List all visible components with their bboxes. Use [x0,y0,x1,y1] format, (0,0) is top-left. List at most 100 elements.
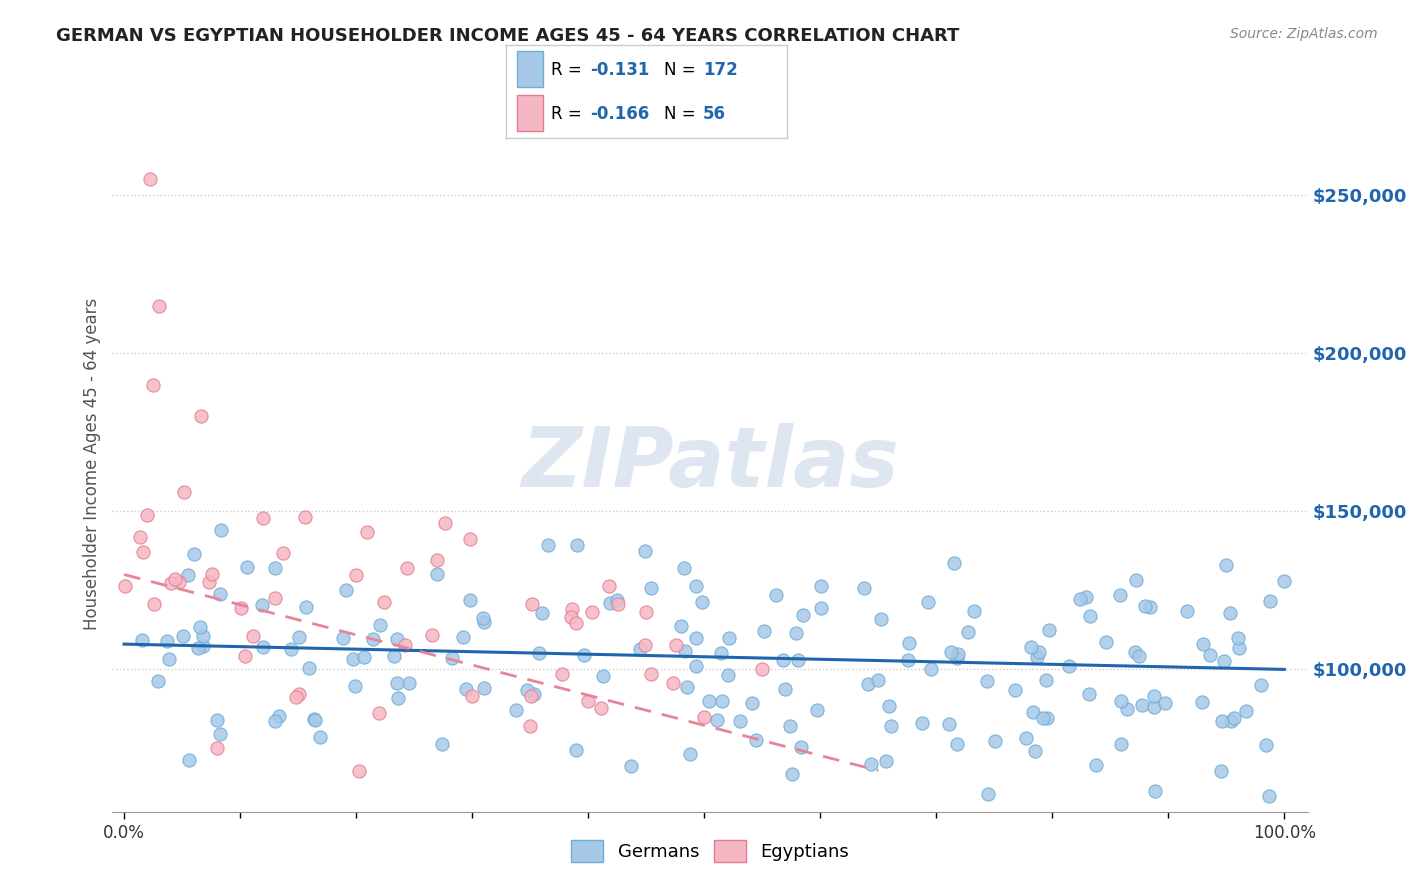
Point [142,598,165,612]
Point [420,628,443,642]
Point [205,714,228,728]
Point [114,579,136,593]
Point [520,690,543,704]
Point [373,595,395,609]
Point [236,560,259,574]
Point [1215,558,1237,572]
Point [920,662,942,676]
Point [897,653,920,667]
Point [537,538,560,552]
Point [458,593,481,607]
Point [561,602,583,616]
Point [728,714,751,728]
Point [1109,737,1132,751]
Point [1250,678,1272,692]
Point [302,712,325,726]
Point [191,629,214,643]
Point [699,693,721,707]
Point [426,552,449,566]
Point [599,596,621,610]
Point [636,606,658,620]
Point [1143,700,1166,714]
Point [607,597,630,611]
Point [250,599,273,613]
Point [706,713,728,727]
Point [252,640,274,655]
Point [875,755,897,769]
Point [177,568,200,582]
Point [394,638,416,652]
Point [673,561,696,575]
Point [1035,673,1057,687]
Point [367,706,389,721]
Text: Source: ZipAtlas.com: Source: ZipAtlas.com [1230,27,1378,41]
Point [284,690,307,704]
Point [1227,631,1250,645]
Point [344,567,367,582]
Point [1175,603,1198,617]
Point [856,676,879,690]
Point [209,727,232,741]
Point [806,703,828,717]
Point [957,624,980,639]
Point [634,544,657,558]
Point [1143,784,1166,798]
Point [382,648,405,663]
Point [1109,588,1132,602]
Point [264,591,287,605]
Point [516,683,538,698]
Point [426,566,449,581]
Point [780,767,803,781]
Point [269,709,291,723]
FancyBboxPatch shape [517,51,543,87]
Point [387,675,409,690]
Point [1026,649,1049,664]
Point [898,636,921,650]
Text: 172: 172 [703,61,738,78]
Point [361,632,384,646]
Point [1085,758,1108,772]
Point [1256,739,1278,753]
Point [941,644,963,658]
Point [368,617,391,632]
Point [173,485,195,500]
Point [264,561,287,575]
Point [789,739,811,754]
Point [190,409,212,424]
Point [187,640,209,655]
Point [1077,687,1099,701]
Point [205,741,228,756]
Point [347,764,370,779]
Point [576,694,599,708]
Point [976,673,998,688]
Point [129,530,152,544]
Point [295,599,318,614]
Point [461,689,484,703]
Point [201,566,224,581]
Point [264,714,287,728]
Point [1139,599,1161,614]
Point [946,651,969,665]
Point [1143,689,1166,703]
Text: 56: 56 [703,105,725,123]
Point [581,605,603,619]
Point [676,680,699,694]
Point [773,682,796,697]
Point [1128,648,1150,663]
Point [1038,623,1060,637]
Point [172,629,194,643]
Point [1032,711,1054,725]
Point [572,648,595,663]
Point [531,607,554,621]
Point [433,516,456,530]
Point [565,538,588,552]
Point [685,632,707,646]
Point [343,679,366,693]
Point [471,611,494,625]
Point [1133,599,1156,614]
Point [1219,606,1241,620]
Point [598,579,620,593]
Point [451,630,474,644]
Point [142,377,165,392]
Point [785,626,807,640]
